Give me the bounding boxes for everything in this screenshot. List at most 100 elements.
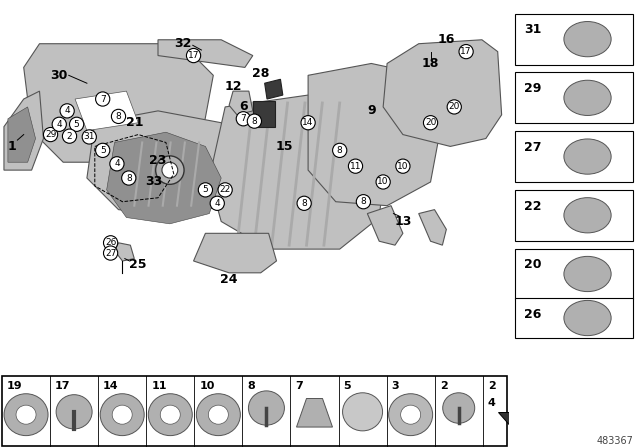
- Polygon shape: [308, 64, 442, 206]
- Text: 31: 31: [84, 133, 95, 142]
- Circle shape: [4, 394, 48, 435]
- Circle shape: [247, 114, 262, 128]
- Text: 10: 10: [378, 177, 389, 186]
- Text: 21: 21: [125, 116, 143, 129]
- Circle shape: [236, 112, 250, 126]
- Bar: [515, 249, 634, 299]
- Text: 8: 8: [252, 116, 257, 125]
- Text: 5: 5: [344, 381, 351, 392]
- Circle shape: [564, 198, 611, 233]
- Circle shape: [63, 129, 77, 143]
- Text: 9: 9: [367, 104, 376, 117]
- Circle shape: [112, 405, 132, 424]
- Circle shape: [564, 22, 611, 57]
- Text: 4: 4: [114, 159, 120, 168]
- Text: 8: 8: [248, 381, 255, 392]
- Text: 483367: 483367: [596, 436, 634, 446]
- Text: 7: 7: [100, 95, 106, 103]
- Text: 32: 32: [175, 37, 192, 50]
- Circle shape: [297, 196, 311, 211]
- Circle shape: [564, 256, 611, 292]
- Polygon shape: [367, 206, 403, 245]
- Circle shape: [122, 171, 136, 185]
- Text: 1: 1: [8, 140, 16, 153]
- Bar: [515, 298, 634, 338]
- Text: 25: 25: [129, 258, 147, 271]
- Text: 3: 3: [392, 381, 399, 392]
- Circle shape: [16, 405, 36, 424]
- Bar: [515, 73, 634, 123]
- Text: 16: 16: [438, 33, 455, 46]
- Bar: [515, 131, 634, 182]
- Circle shape: [301, 116, 316, 130]
- Circle shape: [52, 117, 67, 131]
- Polygon shape: [265, 79, 283, 99]
- Text: 4: 4: [488, 399, 495, 409]
- Circle shape: [564, 80, 611, 116]
- Text: 24: 24: [220, 273, 238, 286]
- Circle shape: [104, 236, 118, 250]
- Polygon shape: [229, 91, 253, 115]
- Circle shape: [70, 117, 84, 131]
- Circle shape: [44, 128, 58, 142]
- Circle shape: [401, 405, 420, 424]
- Polygon shape: [296, 399, 333, 427]
- Circle shape: [210, 196, 225, 211]
- Text: 8: 8: [126, 173, 132, 182]
- Polygon shape: [75, 91, 138, 131]
- Text: 2: 2: [488, 381, 495, 392]
- Text: 8: 8: [116, 112, 122, 121]
- Text: 2: 2: [67, 132, 72, 141]
- Text: 14: 14: [103, 381, 119, 392]
- Circle shape: [342, 393, 383, 431]
- Text: 17: 17: [55, 381, 70, 392]
- Circle shape: [333, 143, 347, 158]
- Circle shape: [248, 391, 284, 425]
- Circle shape: [95, 92, 110, 106]
- Circle shape: [388, 394, 433, 435]
- Text: 2: 2: [440, 381, 447, 392]
- Text: 8: 8: [360, 197, 366, 206]
- Polygon shape: [8, 107, 36, 162]
- Text: 27: 27: [524, 141, 541, 154]
- Text: 26: 26: [524, 308, 541, 321]
- Text: 6: 6: [239, 100, 248, 113]
- Text: 20: 20: [524, 258, 541, 271]
- Circle shape: [376, 175, 390, 189]
- Circle shape: [564, 139, 611, 174]
- Text: 20: 20: [425, 118, 436, 127]
- Circle shape: [218, 183, 232, 197]
- Text: 5: 5: [74, 120, 79, 129]
- Text: 17: 17: [188, 51, 199, 60]
- Polygon shape: [4, 91, 44, 170]
- Circle shape: [348, 159, 363, 173]
- Circle shape: [443, 393, 475, 423]
- Text: 7: 7: [296, 381, 303, 392]
- Circle shape: [209, 405, 228, 424]
- Polygon shape: [107, 132, 221, 224]
- Text: 14: 14: [303, 118, 314, 127]
- Text: 19: 19: [7, 381, 22, 392]
- Circle shape: [56, 395, 92, 429]
- Text: 17: 17: [460, 47, 472, 56]
- Bar: [515, 14, 634, 65]
- Polygon shape: [383, 40, 502, 146]
- Polygon shape: [193, 233, 276, 273]
- Text: 26: 26: [105, 238, 116, 247]
- Circle shape: [100, 394, 144, 435]
- Circle shape: [198, 183, 212, 197]
- Circle shape: [564, 301, 611, 336]
- Text: 5: 5: [202, 185, 208, 194]
- Text: 8: 8: [337, 146, 342, 155]
- Text: 4: 4: [214, 199, 220, 208]
- Polygon shape: [209, 95, 387, 249]
- Circle shape: [156, 156, 184, 184]
- Text: 29: 29: [45, 130, 56, 139]
- Bar: [515, 190, 634, 241]
- Text: 10: 10: [199, 381, 214, 392]
- Circle shape: [196, 394, 241, 435]
- Text: 7: 7: [241, 114, 246, 123]
- Polygon shape: [419, 210, 446, 245]
- Text: 11: 11: [151, 381, 167, 392]
- Text: 30: 30: [51, 69, 68, 82]
